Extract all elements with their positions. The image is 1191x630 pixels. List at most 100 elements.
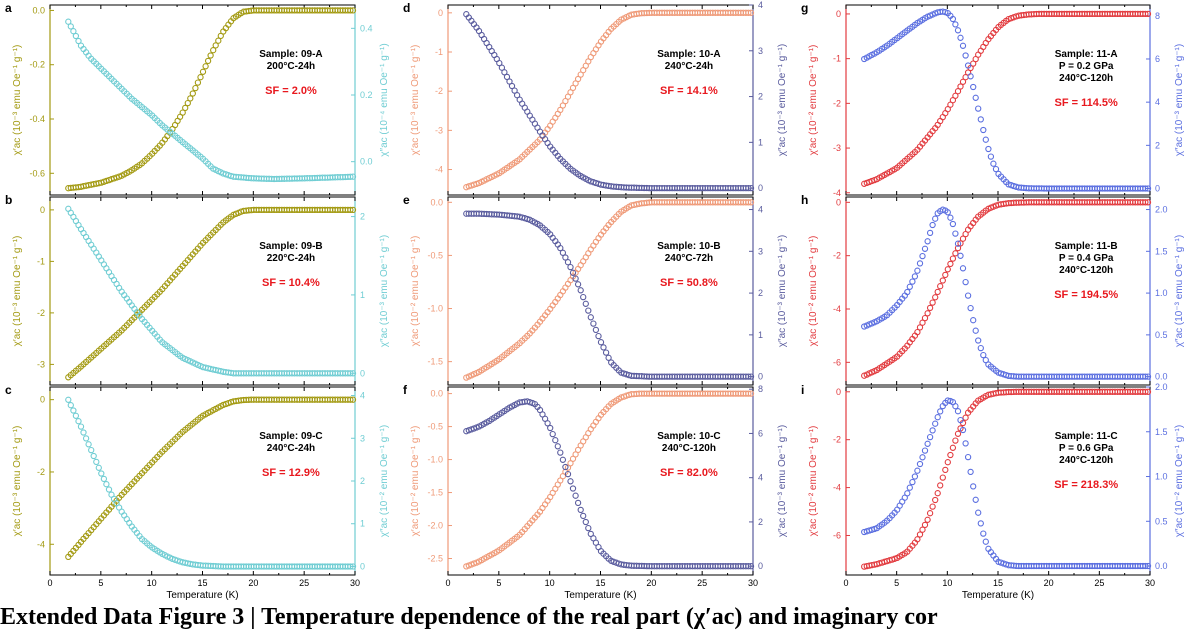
- imaginary-point: [585, 524, 592, 532]
- figure-caption: Extended Data Figure 3 | Temperature dep…: [0, 605, 938, 630]
- real-point: [182, 104, 189, 112]
- real-point: [347, 7, 354, 14]
- y-right-tick-label: 1: [758, 137, 763, 147]
- imaginary-point: [592, 326, 600, 334]
- x-axis-title: Temperature (K): [564, 590, 636, 601]
- imaginary-point: [580, 293, 587, 301]
- imaginary-point: [1144, 185, 1152, 192]
- real-point: [1142, 199, 1149, 206]
- imaginary-point: [904, 288, 911, 296]
- sf-annotation: SF = 218.3%: [1054, 479, 1118, 491]
- imaginary-point: [980, 351, 987, 359]
- y-right-tick-label: 0.0: [1155, 561, 1168, 571]
- sample-annotation: 240°C-120h: [1059, 265, 1113, 276]
- imaginary-point: [972, 327, 979, 334]
- imaginary-point: [562, 463, 569, 471]
- imaginary-point: [911, 473, 919, 480]
- imaginary-point: [67, 402, 74, 409]
- plot-frame: [447, 4, 754, 196]
- imaginary-point: [906, 283, 913, 290]
- real-point: [574, 75, 582, 83]
- imaginary-point: [349, 563, 357, 570]
- panel-letter: d: [403, 1, 410, 15]
- real-point: [929, 299, 936, 306]
- x-axis-title: Temperature (K): [962, 590, 1034, 601]
- real-point: [942, 271, 949, 279]
- y-right-tick-label: 0.0: [1155, 372, 1168, 382]
- imaginary-point: [567, 478, 574, 485]
- sf-annotation: SF = 194.5%: [1054, 289, 1118, 301]
- real-point: [1144, 10, 1152, 18]
- panel-letter: e: [403, 193, 410, 207]
- imaginary-point: [72, 32, 80, 40]
- imaginary-point: [65, 18, 72, 25]
- imaginary-point: [544, 420, 551, 427]
- y-left-axis-title: χ′ac (10⁻² emu Oe⁻¹ g⁻¹): [808, 426, 819, 537]
- imaginary-point: [964, 292, 972, 299]
- imaginary-point: [595, 332, 602, 340]
- imaginary-point: [987, 153, 995, 160]
- y-right-tick-label: 0.2: [360, 90, 373, 100]
- imaginary-point: [557, 449, 564, 456]
- x-tick-label: 15: [595, 578, 605, 588]
- y-left-tick-label: -0.2: [29, 60, 45, 70]
- real-point: [937, 283, 944, 290]
- y-right-tick-label: 4: [758, 205, 763, 215]
- y-left-tick-label: -6: [833, 357, 841, 367]
- series-real: [65, 7, 357, 192]
- imaginary-point: [582, 518, 589, 526]
- x-tick-label: 15: [993, 578, 1003, 588]
- imaginary-point: [103, 481, 110, 488]
- y-right-tick-label: 1.5: [1155, 246, 1168, 256]
- imaginary-point: [574, 499, 582, 507]
- imaginary-point: [980, 126, 987, 134]
- real-point: [745, 390, 752, 397]
- y-left-axis-title: χ′ac (10⁻² emu Oe⁻¹ g⁻¹): [808, 236, 819, 347]
- real-point: [189, 90, 196, 97]
- y-right-tick-label: 1: [758, 330, 763, 340]
- real-point: [924, 310, 931, 317]
- y-right-tick-label: 6: [1155, 54, 1160, 64]
- series-imaginary: [463, 210, 755, 380]
- real-point: [574, 446, 582, 454]
- y-left-axis-title: χ′ac (10⁻² emu Oe⁻¹ g⁻¹): [808, 45, 819, 156]
- x-axis-title: Temperature (K): [166, 590, 238, 601]
- imaginary-point: [1144, 562, 1152, 570]
- imaginary-point: [98, 470, 105, 477]
- imaginary-point: [105, 486, 113, 493]
- y-left-tick-label: -4: [833, 188, 841, 198]
- sf-annotation: SF = 14.1%: [660, 85, 718, 97]
- real-point: [921, 521, 929, 529]
- imaginary-point: [957, 416, 964, 424]
- sample-annotation: Sample: 09-B: [259, 241, 322, 252]
- imaginary-point: [975, 105, 982, 112]
- y-right-tick-label: 2.0: [1155, 205, 1168, 215]
- real-point: [952, 437, 959, 444]
- imaginary-point: [975, 509, 982, 516]
- y-right-tick-label: 0.5: [1155, 330, 1168, 340]
- imaginary-point: [972, 94, 979, 101]
- imaginary-point: [597, 339, 605, 346]
- imaginary-point: [592, 539, 600, 546]
- y-left-tick-label: -6: [833, 530, 841, 540]
- imaginary-point: [924, 440, 931, 447]
- y-right-axis-title: χ″ac (10⁻² emu Oe⁻¹ g⁻¹): [379, 425, 390, 537]
- imaginary-point: [1142, 373, 1149, 380]
- real-point: [914, 328, 921, 336]
- y-right-tick-label: 0: [758, 183, 763, 193]
- imaginary-point: [747, 373, 755, 380]
- panel-h: 0 -2 -4 -6 0.0 0.5 1.0 1.5 2.0 χ′ac (10⁻² emu Oe⁻…: [801, 193, 1185, 386]
- y-left-tick-label: -2: [833, 435, 841, 445]
- y-right-tick-label: 3: [360, 433, 365, 443]
- y-right-tick-label: 1.0: [1155, 472, 1168, 482]
- imaginary-point: [959, 265, 967, 272]
- real-point: [939, 277, 946, 284]
- sample-annotation: 240°C-24h: [267, 443, 315, 454]
- y-right-axis-title: χ″ac (10⁻⁴ emu Oe⁻¹ g⁻¹): [379, 43, 390, 156]
- imaginary-point: [585, 307, 592, 314]
- y-right-tick-label: 0: [360, 368, 365, 378]
- real-point: [934, 288, 941, 296]
- real-point: [929, 503, 936, 510]
- x-tick-label: 30: [1145, 578, 1155, 588]
